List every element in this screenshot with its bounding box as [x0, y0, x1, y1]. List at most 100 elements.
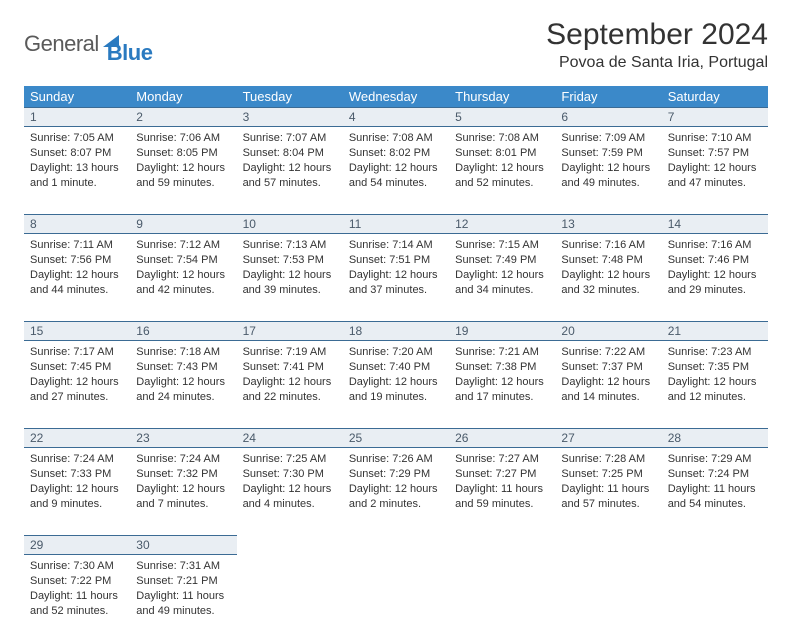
day-cell: [449, 555, 555, 643]
daylight-text: Daylight: 11 hours and 54 minutes.: [668, 482, 762, 512]
daylight-text: Daylight: 12 hours and 32 minutes.: [561, 268, 655, 298]
day-cell-body: Sunrise: 7:11 AMSunset: 7:56 PMDaylight:…: [24, 234, 130, 303]
day-cell-body: Sunrise: 7:06 AMSunset: 8:05 PMDaylight:…: [130, 127, 236, 196]
day-cell-body: Sunrise: 7:16 AMSunset: 7:48 PMDaylight:…: [555, 234, 661, 303]
week-row: Sunrise: 7:24 AMSunset: 7:33 PMDaylight:…: [24, 448, 768, 536]
day-cell: Sunrise: 7:27 AMSunset: 7:27 PMDaylight:…: [449, 448, 555, 536]
sunrise-text: Sunrise: 7:26 AM: [349, 452, 443, 467]
sunset-text: Sunset: 7:54 PM: [136, 253, 230, 268]
day-number-cell: 18: [343, 322, 449, 341]
day-number-cell: 21: [662, 322, 768, 341]
sunset-text: Sunset: 8:02 PM: [349, 146, 443, 161]
day-cell-body: Sunrise: 7:08 AMSunset: 8:01 PMDaylight:…: [449, 127, 555, 196]
day-cell: Sunrise: 7:05 AMSunset: 8:07 PMDaylight:…: [24, 127, 130, 215]
daylight-text: Daylight: 11 hours and 57 minutes.: [561, 482, 655, 512]
day-cell: Sunrise: 7:10 AMSunset: 7:57 PMDaylight:…: [662, 127, 768, 215]
day-cell: Sunrise: 7:19 AMSunset: 7:41 PMDaylight:…: [237, 341, 343, 429]
daynum-row: 1234567: [24, 108, 768, 127]
sunset-text: Sunset: 7:35 PM: [668, 360, 762, 375]
day-cell-body: Sunrise: 7:21 AMSunset: 7:38 PMDaylight:…: [449, 341, 555, 410]
sunset-text: Sunset: 7:59 PM: [561, 146, 655, 161]
day-cell: Sunrise: 7:08 AMSunset: 8:01 PMDaylight:…: [449, 127, 555, 215]
day-header: Tuesday: [237, 86, 343, 108]
day-cell-body: Sunrise: 7:13 AMSunset: 7:53 PMDaylight:…: [237, 234, 343, 303]
sunset-text: Sunset: 7:24 PM: [668, 467, 762, 482]
sunset-text: Sunset: 7:25 PM: [561, 467, 655, 482]
day-cell: Sunrise: 7:24 AMSunset: 7:33 PMDaylight:…: [24, 448, 130, 536]
day-cell-body: Sunrise: 7:12 AMSunset: 7:54 PMDaylight:…: [130, 234, 236, 303]
day-cell: Sunrise: 7:25 AMSunset: 7:30 PMDaylight:…: [237, 448, 343, 536]
day-cell-body: Sunrise: 7:26 AMSunset: 7:29 PMDaylight:…: [343, 448, 449, 517]
daylight-text: Daylight: 11 hours and 59 minutes.: [455, 482, 549, 512]
sunrise-text: Sunrise: 7:21 AM: [455, 345, 549, 360]
logo-word1: General: [24, 31, 99, 57]
sunrise-text: Sunrise: 7:06 AM: [136, 131, 230, 146]
sunrise-text: Sunrise: 7:24 AM: [30, 452, 124, 467]
sunset-text: Sunset: 7:45 PM: [30, 360, 124, 375]
day-cell-body: Sunrise: 7:30 AMSunset: 7:22 PMDaylight:…: [24, 555, 130, 624]
sunset-text: Sunset: 7:43 PM: [136, 360, 230, 375]
sunrise-text: Sunrise: 7:22 AM: [561, 345, 655, 360]
day-cell-body: Sunrise: 7:28 AMSunset: 7:25 PMDaylight:…: [555, 448, 661, 517]
daylight-text: Daylight: 12 hours and 19 minutes.: [349, 375, 443, 405]
day-cell: [343, 555, 449, 643]
day-cell: Sunrise: 7:21 AMSunset: 7:38 PMDaylight:…: [449, 341, 555, 429]
day-number-cell: 9: [130, 215, 236, 234]
sunset-text: Sunset: 8:07 PM: [30, 146, 124, 161]
day-cell: Sunrise: 7:11 AMSunset: 7:56 PMDaylight:…: [24, 234, 130, 322]
day-cell: Sunrise: 7:07 AMSunset: 8:04 PMDaylight:…: [237, 127, 343, 215]
daylight-text: Daylight: 12 hours and 57 minutes.: [243, 161, 337, 191]
day-number-cell: 6: [555, 108, 661, 127]
day-cell-body: Sunrise: 7:18 AMSunset: 7:43 PMDaylight:…: [130, 341, 236, 410]
day-cell: Sunrise: 7:24 AMSunset: 7:32 PMDaylight:…: [130, 448, 236, 536]
day-cell-body: Sunrise: 7:24 AMSunset: 7:33 PMDaylight:…: [24, 448, 130, 517]
day-cell: Sunrise: 7:31 AMSunset: 7:21 PMDaylight:…: [130, 555, 236, 643]
day-cell-body: Sunrise: 7:08 AMSunset: 8:02 PMDaylight:…: [343, 127, 449, 196]
sunset-text: Sunset: 7:37 PM: [561, 360, 655, 375]
day-number-cell: [343, 536, 449, 555]
daylight-text: Daylight: 12 hours and 59 minutes.: [136, 161, 230, 191]
day-number-cell: 4: [343, 108, 449, 127]
day-number-cell: 12: [449, 215, 555, 234]
day-header: Thursday: [449, 86, 555, 108]
daylight-text: Daylight: 12 hours and 12 minutes.: [668, 375, 762, 405]
day-cell-body: Sunrise: 7:22 AMSunset: 7:37 PMDaylight:…: [555, 341, 661, 410]
sunrise-text: Sunrise: 7:19 AM: [243, 345, 337, 360]
sunrise-text: Sunrise: 7:20 AM: [349, 345, 443, 360]
sunset-text: Sunset: 7:27 PM: [455, 467, 549, 482]
day-cell-body: Sunrise: 7:27 AMSunset: 7:27 PMDaylight:…: [449, 448, 555, 517]
day-number-cell: 10: [237, 215, 343, 234]
sunrise-text: Sunrise: 7:30 AM: [30, 559, 124, 574]
sunrise-text: Sunrise: 7:18 AM: [136, 345, 230, 360]
sunrise-text: Sunrise: 7:13 AM: [243, 238, 337, 253]
sunset-text: Sunset: 7:30 PM: [243, 467, 337, 482]
sunset-text: Sunset: 7:46 PM: [668, 253, 762, 268]
logo: General Blue: [24, 22, 152, 66]
daylight-text: Daylight: 12 hours and 2 minutes.: [349, 482, 443, 512]
sunset-text: Sunset: 7:40 PM: [349, 360, 443, 375]
day-cell: Sunrise: 7:14 AMSunset: 7:51 PMDaylight:…: [343, 234, 449, 322]
day-number-cell: 8: [24, 215, 130, 234]
day-header: Sunday: [24, 86, 130, 108]
sunset-text: Sunset: 7:41 PM: [243, 360, 337, 375]
daylight-text: Daylight: 12 hours and 22 minutes.: [243, 375, 337, 405]
day-header: Monday: [130, 86, 236, 108]
sunset-text: Sunset: 8:05 PM: [136, 146, 230, 161]
sunrise-text: Sunrise: 7:27 AM: [455, 452, 549, 467]
day-cell-body: Sunrise: 7:29 AMSunset: 7:24 PMDaylight:…: [662, 448, 768, 517]
daylight-text: Daylight: 12 hours and 24 minutes.: [136, 375, 230, 405]
month-title: September 2024: [546, 18, 768, 52]
day-cell: [555, 555, 661, 643]
day-number-cell: 3: [237, 108, 343, 127]
day-cell: Sunrise: 7:17 AMSunset: 7:45 PMDaylight:…: [24, 341, 130, 429]
day-number-cell: 16: [130, 322, 236, 341]
day-cell: Sunrise: 7:18 AMSunset: 7:43 PMDaylight:…: [130, 341, 236, 429]
sunrise-text: Sunrise: 7:09 AM: [561, 131, 655, 146]
daylight-text: Daylight: 12 hours and 29 minutes.: [668, 268, 762, 298]
sunrise-text: Sunrise: 7:05 AM: [30, 131, 124, 146]
day-cell: [662, 555, 768, 643]
header: General Blue September 2024 Povoa de San…: [24, 18, 768, 72]
daylight-text: Daylight: 12 hours and 7 minutes.: [136, 482, 230, 512]
day-cell-body: Sunrise: 7:24 AMSunset: 7:32 PMDaylight:…: [130, 448, 236, 517]
day-number-cell: 19: [449, 322, 555, 341]
